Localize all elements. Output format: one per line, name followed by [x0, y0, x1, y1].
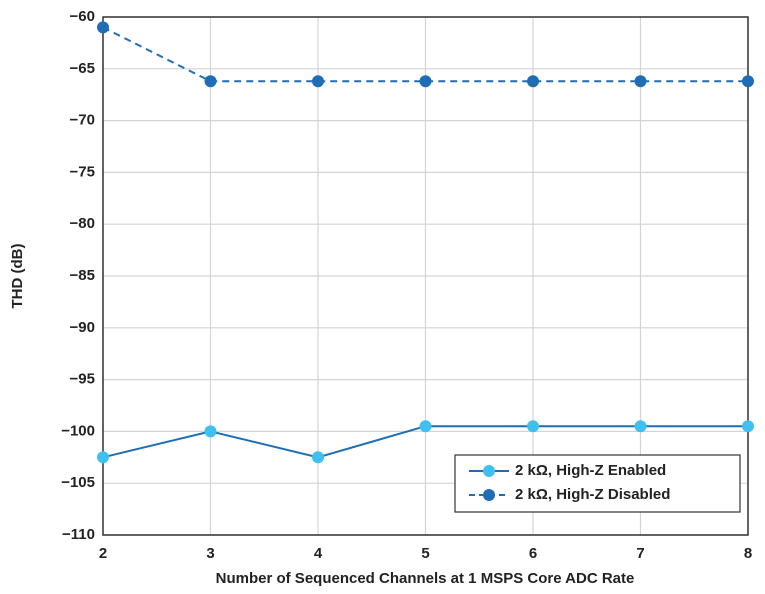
y-tick-label: −65 — [70, 60, 95, 77]
data-point — [634, 420, 647, 433]
data-point — [742, 75, 754, 88]
y-tick-label: −95 — [70, 371, 95, 388]
legend-marker — [483, 465, 495, 477]
y-tick-label: −110 — [62, 526, 95, 543]
data-point — [204, 425, 217, 438]
y-tick-label: −75 — [70, 163, 95, 180]
x-axis-label: Number of Sequenced Channels at 1 MSPS C… — [216, 570, 635, 587]
data-point — [634, 75, 647, 88]
y-tick-label: −100 — [61, 422, 95, 439]
data-point — [742, 420, 754, 433]
data-point — [419, 420, 432, 433]
data-point — [97, 451, 109, 464]
data-point — [527, 420, 539, 433]
data-point — [97, 21, 109, 34]
x-tick-label: 2 — [99, 545, 107, 562]
data-point — [312, 451, 324, 464]
plot-frame — [102, 16, 749, 536]
y-tick-label: −60 — [70, 8, 95, 25]
y-tick-label: −105 — [61, 474, 95, 491]
data-point — [312, 75, 324, 88]
data-point — [527, 75, 539, 88]
y-tick-label: −70 — [70, 112, 95, 129]
data-point — [419, 75, 432, 88]
x-tick-label: 4 — [314, 545, 323, 562]
x-tick-label: 8 — [744, 545, 752, 562]
data-point — [204, 75, 217, 88]
x-tick-label: 5 — [421, 545, 429, 562]
x-tick-label: 3 — [206, 545, 214, 562]
legend-label: 2 kΩ, High-Z Enabled — [515, 462, 666, 479]
legend-label: 2 kΩ, High-Z Disabled — [515, 486, 670, 503]
x-tick-label: 7 — [636, 545, 644, 562]
y-tick-label: −90 — [70, 319, 95, 336]
y-tick-label: −80 — [70, 215, 95, 232]
x-tick-label: 6 — [529, 545, 537, 562]
y-axis-label: THD (dB) — [9, 244, 26, 309]
legend-marker — [483, 489, 495, 501]
y-tick-label: −85 — [70, 267, 95, 284]
legend-box — [454, 454, 741, 513]
